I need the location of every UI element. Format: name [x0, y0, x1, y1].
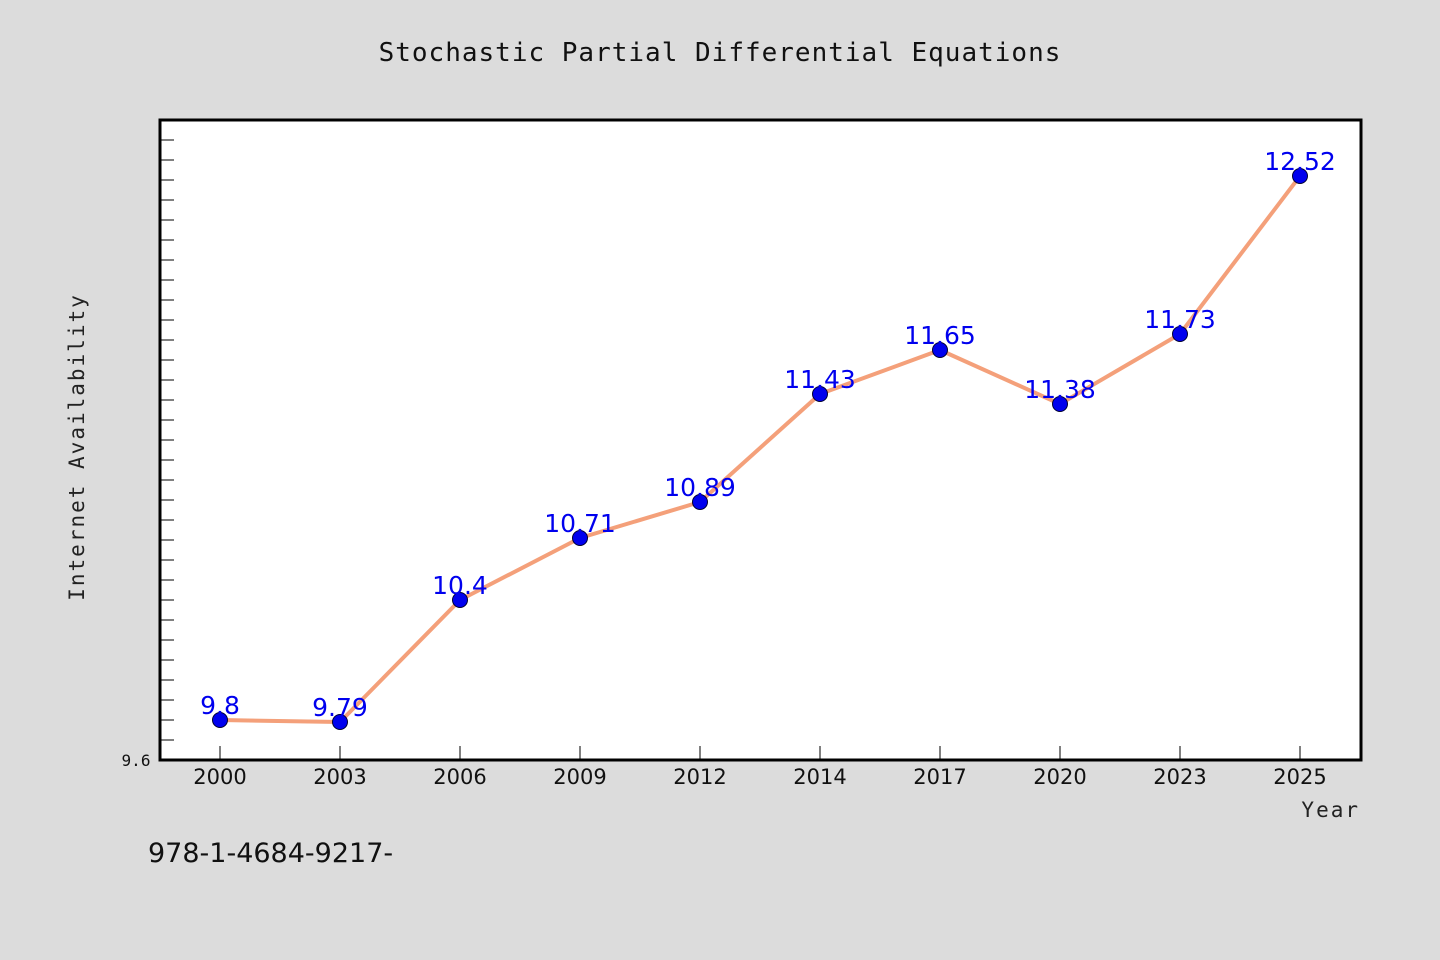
data-point — [812, 386, 828, 402]
data-label: 11.38 — [1024, 375, 1096, 404]
x-axis-ticks: 2000 2003 2006 2009 2012 2014 2017 2020 2023 2025 — [193, 746, 1327, 789]
data-label: 10.71 — [544, 509, 616, 538]
data-point — [1292, 168, 1308, 184]
x-tick-label: 2017 — [913, 765, 966, 789]
plot-area — [158, 118, 1363, 762]
data-point — [572, 530, 588, 546]
y-axis-ticks — [160, 119, 174, 761]
data-label: 10.89 — [664, 473, 736, 502]
data-point — [452, 592, 468, 608]
data-label: 9.8 — [200, 691, 240, 720]
data-label: 11.65 — [904, 321, 976, 350]
data-label: 10.4 — [432, 571, 488, 600]
y-axis-label: Internet Availability — [65, 293, 89, 601]
data-point — [692, 494, 708, 510]
x-tick-label: 2006 — [433, 765, 486, 789]
x-tick-label: 2009 — [553, 765, 606, 789]
x-tick-label: 2014 — [793, 765, 846, 789]
x-tick-label: 2000 — [193, 765, 246, 789]
data-label: 11.73 — [1144, 305, 1216, 334]
data-label: 11.43 — [784, 365, 856, 394]
data-label: 12.52 — [1264, 147, 1336, 176]
footer-isbn: 978-1-4684-9217- — [148, 838, 393, 869]
data-point — [1052, 396, 1068, 412]
data-point — [212, 712, 228, 728]
x-tick-label: 2012 — [673, 765, 726, 789]
data-labels-layer: 9.8 9.79 10.4 10.71 10.89 11.43 11.65 11.38 11.7… — [200, 147, 1336, 722]
x-tick-label: 2003 — [313, 765, 366, 789]
x-tick-label: 2020 — [1033, 765, 1086, 789]
series-line — [218, 174, 1302, 724]
data-label: 9.79 — [312, 693, 368, 722]
data-point — [932, 342, 948, 358]
data-point — [332, 714, 348, 730]
x-axis-label: Year — [1301, 798, 1360, 822]
x-tick-label: 2023 — [1153, 765, 1206, 789]
data-point — [1172, 326, 1188, 342]
x-tick-label: 2025 — [1273, 765, 1326, 789]
y-tick-label-min: 9.6 — [122, 751, 151, 770]
chart-title: Stochastic Partial Differential Equation… — [379, 38, 1062, 68]
series-layer — [212, 168, 1308, 730]
